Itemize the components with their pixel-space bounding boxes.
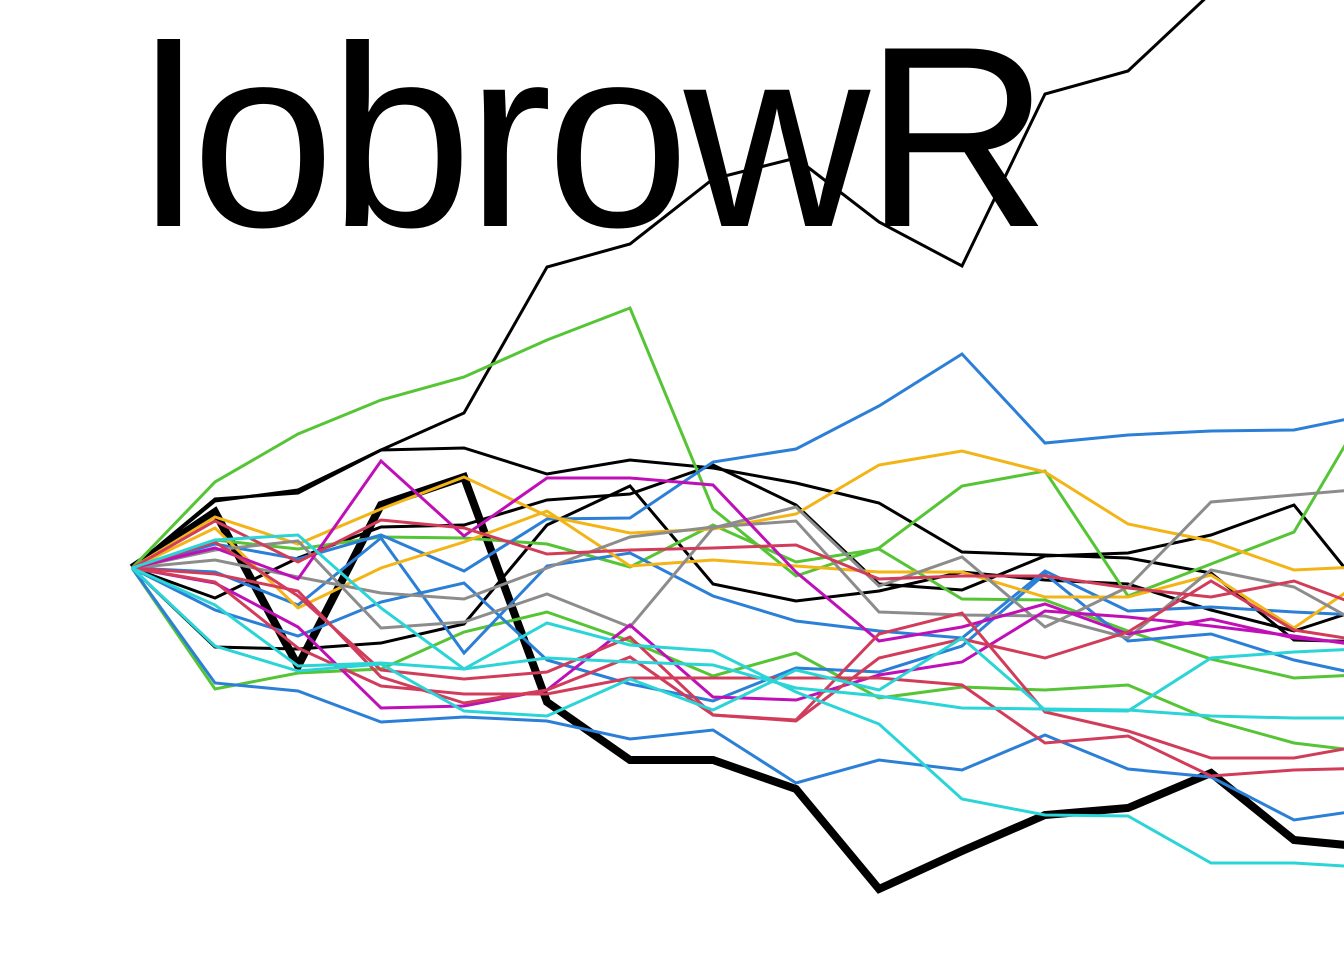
walk-line-cyan-2 [130, 566, 1344, 718]
walk-line-cyan-3 [131, 566, 1344, 720]
walk-line-crimson-2 [131, 540, 1344, 760]
walk-line-green-2 [131, 523, 1344, 680]
walk-line-magenta-1 [131, 458, 1344, 644]
walk-line-black-2 [131, 446, 1344, 643]
walk-line-crimson-1 [131, 518, 1344, 602]
walk-line-blue-1 [131, 352, 1344, 573]
walk-line-yellow-2 [131, 509, 1344, 630]
logo-wordmark: lobrowR [140, 0, 1050, 281]
walk-line-yellow-1 [131, 449, 1344, 572]
walk-line-blue-4 [131, 566, 1344, 703]
walk-line-cyan-1 [131, 533, 1344, 868]
walk-line-crimson-3 [131, 566, 1344, 723]
walk-line-blue-3 [130, 567, 1344, 822]
walk-line-green-3 [130, 567, 1344, 751]
walk-line-gray-2 [131, 489, 1344, 630]
walk-line-black-4 [130, 484, 1344, 651]
